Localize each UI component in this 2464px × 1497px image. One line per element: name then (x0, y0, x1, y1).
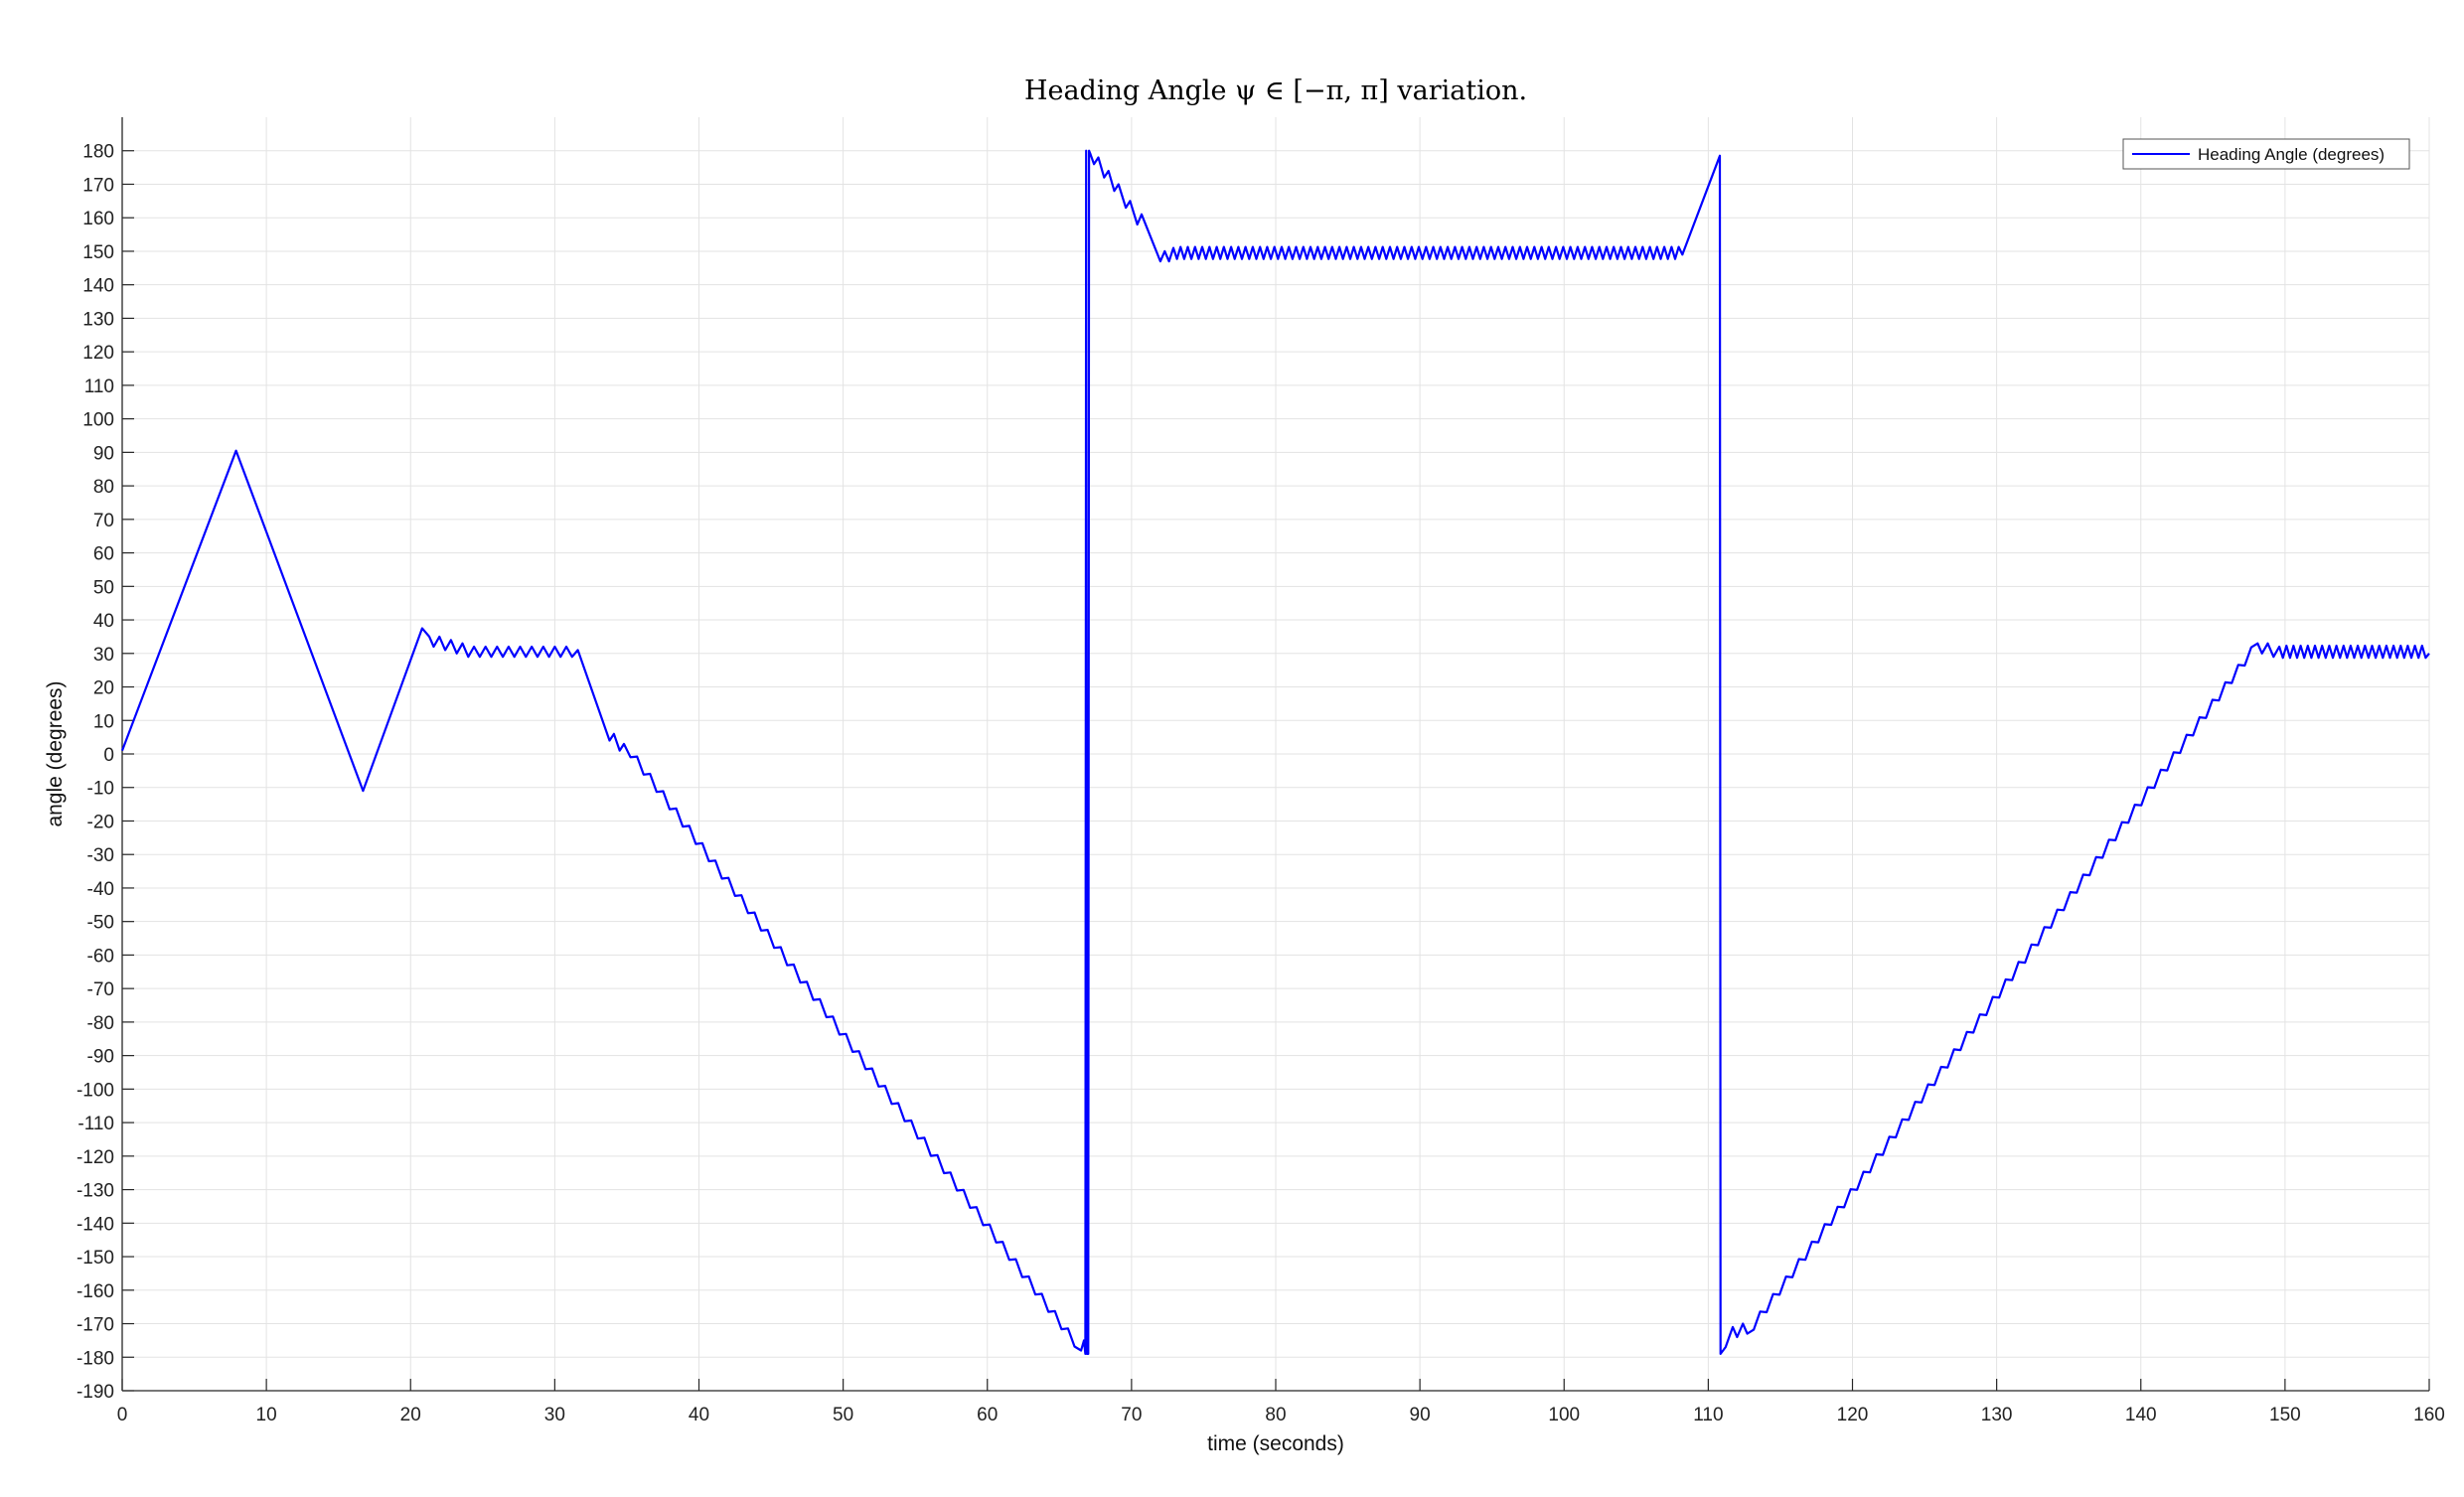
y-tick-label: 130 (82, 309, 114, 330)
x-tick-label: 80 (1265, 1405, 1286, 1425)
x-tick-label: 130 (1981, 1405, 2013, 1425)
y-tick-label: -10 (87, 779, 114, 800)
y-tick-label: -90 (87, 1047, 114, 1068)
y-tick-label: -100 (77, 1080, 114, 1101)
y-tick-label: -140 (77, 1214, 114, 1235)
series-line-heading-angle (120, 149, 2430, 1355)
chart-title: Heading Angle ψ ∈ [−π, π] variation. (1024, 75, 1527, 106)
y-tick-label: 30 (93, 645, 114, 666)
y-tick-label: -20 (87, 812, 114, 832)
y-tick-label: -160 (77, 1281, 114, 1302)
y-tick-label: 170 (82, 175, 114, 196)
y-tick-label: -80 (87, 1013, 114, 1034)
y-tick-label: 0 (103, 745, 114, 766)
y-tick-label: -130 (77, 1181, 114, 1202)
y-tick-label: -180 (77, 1348, 114, 1369)
x-tick-label: 60 (977, 1405, 998, 1425)
y-tick-label: -70 (87, 979, 114, 1000)
x-axis-label: time (seconds) (1207, 1432, 1344, 1455)
y-tick-label: -170 (77, 1315, 114, 1336)
y-tick-label: 160 (82, 209, 114, 229)
series-layer (120, 149, 2430, 1355)
axes: 0 10 20 30 40 50 60 70 80 90 100 110 120 130 140 150 160… (77, 117, 2445, 1425)
legend-entry-label: Heading Angle (degrees) (2198, 145, 2385, 164)
x-tick-label: 10 (256, 1405, 277, 1425)
y-tick-label: -150 (77, 1248, 114, 1269)
x-tick-label: 30 (544, 1405, 565, 1425)
y-tick-label: 90 (93, 443, 114, 464)
y-tick-label: 110 (84, 376, 114, 397)
y-tick-label: -110 (77, 1114, 114, 1134)
y-tick-label: -120 (77, 1147, 114, 1168)
y-tick-label: -190 (77, 1382, 114, 1403)
y-tick-label: 10 (93, 711, 114, 732)
y-tick-label: 40 (93, 611, 114, 632)
y-tick-label: 20 (93, 678, 114, 699)
x-tick-label: 40 (689, 1405, 709, 1425)
x-tick-label: 140 (2125, 1405, 2157, 1425)
legend: Heading Angle (degrees) (2122, 138, 2410, 170)
grid (121, 117, 2430, 1392)
x-tick-label: 20 (400, 1405, 421, 1425)
x-tick-label: 150 (2269, 1405, 2301, 1425)
x-tick-label: 110 (1693, 1405, 1723, 1425)
y-tick-label: 60 (93, 544, 114, 565)
x-tick-label: 120 (1837, 1405, 1869, 1425)
y-tick-label: 180 (82, 142, 114, 163)
y-tick-label: 80 (93, 477, 114, 498)
x-tick-label: 100 (1548, 1405, 1580, 1425)
y-tick-label: -50 (87, 913, 114, 934)
x-tick-label: 50 (833, 1405, 853, 1425)
x-tick-label: 0 (117, 1405, 128, 1425)
x-tick-label: 160 (2413, 1405, 2445, 1425)
y-axis-label: angle (degrees) (44, 680, 67, 826)
y-tick-label: 100 (82, 410, 114, 431)
y-tick-label: 50 (93, 577, 114, 598)
x-tick-label: 90 (1410, 1405, 1431, 1425)
y-tick-label: 140 (82, 276, 114, 297)
y-tick-label: -40 (87, 879, 114, 900)
y-tick-label: -60 (87, 946, 114, 967)
y-tick-label: 120 (82, 343, 114, 364)
y-tick-label: 70 (93, 511, 114, 531)
y-tick-label: 150 (82, 242, 114, 263)
y-tick-label: -30 (87, 845, 114, 866)
x-tick-label: 70 (1121, 1405, 1142, 1425)
